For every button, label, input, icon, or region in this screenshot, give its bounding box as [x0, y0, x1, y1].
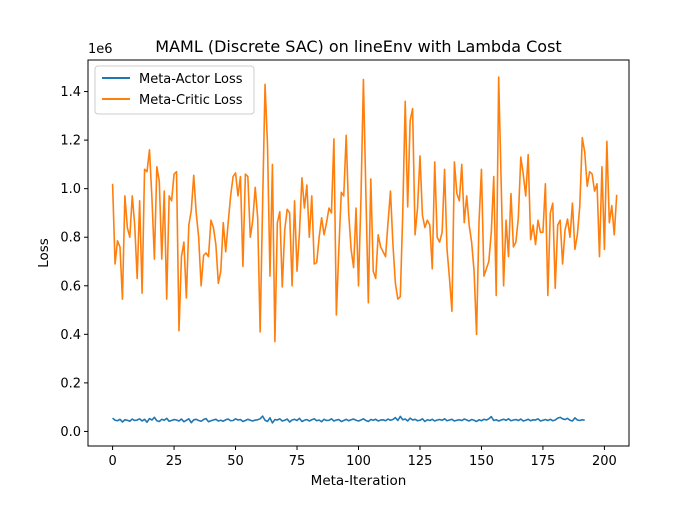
legend-label-critic: Meta-Critic Loss — [139, 93, 243, 108]
y-tick-label: 0.8 — [60, 231, 81, 246]
series-line-meta-critic-loss — [111, 76, 618, 343]
plot-area: 0 25 50 75 100 125 150 175 200 0.0 0.2 0.4 0.6 0.8 1.… — [60, 59, 630, 469]
y-axis-label: Loss — [36, 238, 52, 268]
y-tick-label: 0.2 — [60, 376, 81, 391]
y-tick-label: 1.0 — [60, 182, 81, 197]
series-line-meta-actor-loss — [112, 415, 585, 424]
legend: Meta-Actor Loss Meta-Critic Loss — [94, 65, 255, 115]
x-tick-label: 125 — [408, 454, 433, 469]
x-tick-label: 25 — [166, 454, 183, 469]
y-tick-label: 1.4 — [60, 85, 81, 100]
x-tick-label: 50 — [227, 454, 244, 469]
x-axis-ticks: 0 25 50 75 100 125 150 175 200 — [108, 446, 617, 469]
x-tick-label: 0 — [108, 454, 116, 469]
y-tick-label: 0.4 — [60, 328, 81, 343]
x-tick-label: 75 — [289, 454, 306, 469]
legend-box — [94, 65, 255, 115]
y-axis-ticks: 0.0 0.2 0.4 0.6 0.8 1.0 1.2 1.4 — [60, 85, 88, 440]
x-axis-label: Meta-Iteration — [311, 473, 407, 489]
y-tick-label: 0.6 — [60, 279, 81, 294]
x-tick-label: 150 — [469, 454, 494, 469]
y-tick-label: 0.0 — [60, 425, 81, 440]
x-tick-label: 200 — [592, 454, 617, 469]
series-layer — [111, 76, 618, 424]
chart-title: MAML (Discrete SAC) on lineEnv with Lamb… — [155, 37, 561, 56]
y-offset-text: 1e6 — [88, 42, 113, 57]
legend-label-actor: Meta-Actor Loss — [139, 72, 243, 87]
y-tick-label: 1.2 — [60, 134, 81, 149]
x-tick-label: 100 — [346, 454, 371, 469]
x-tick-label: 175 — [531, 454, 556, 469]
